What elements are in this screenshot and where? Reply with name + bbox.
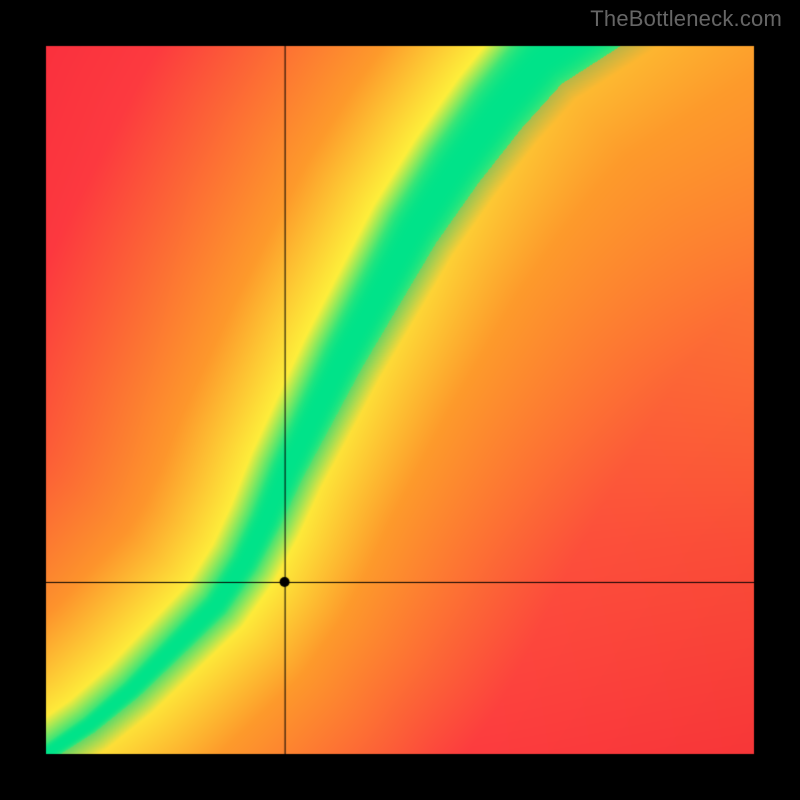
watermark-text: TheBottleneck.com	[590, 6, 782, 32]
heatmap-canvas	[0, 0, 800, 800]
figure-container: TheBottleneck.com	[0, 0, 800, 800]
